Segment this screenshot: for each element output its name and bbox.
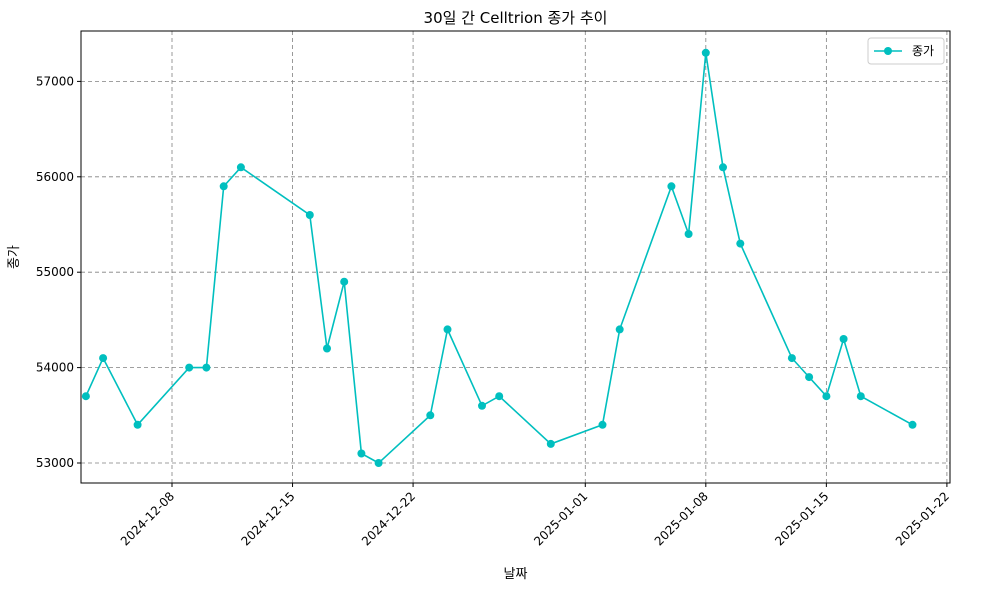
data-point	[684, 230, 693, 238]
legend-box	[867, 37, 945, 65]
data-point	[374, 459, 383, 467]
data-point	[133, 420, 142, 429]
data-point	[426, 411, 435, 420]
y-tick-label: 54000	[36, 361, 74, 375]
x-tick-label: 2025-01-22	[893, 489, 952, 548]
data-point	[357, 449, 366, 458]
x-tick-label: 2024-12-15	[238, 489, 297, 548]
x-tick-label: 2025-01-15	[772, 489, 831, 548]
data-point	[185, 363, 194, 372]
data-point	[856, 392, 865, 401]
legend-label: 종가	[912, 44, 934, 58]
data-point	[236, 163, 245, 172]
data-point	[495, 392, 504, 401]
data-point	[81, 392, 90, 401]
series-closing-price	[81, 48, 917, 467]
data-point	[787, 354, 796, 363]
data-point	[305, 211, 314, 219]
data-point	[615, 325, 624, 334]
data-point	[202, 363, 211, 372]
data-point	[701, 48, 710, 57]
x-tick-label: 2025-01-08	[652, 489, 711, 548]
x-axis-label: 날짜	[504, 567, 528, 582]
chart-title: 30일 간 Celltrion 종가 추이	[424, 9, 608, 27]
y-axis: 53000 54000 55000 56000 57000	[36, 74, 81, 470]
x-tick-label: 2024-12-08	[118, 489, 177, 548]
x-tick-label: 2024-12-22	[359, 489, 418, 548]
x-axis: 2024-12-08 2024-12-15 2024-12-22 2025-01-01…	[118, 483, 952, 548]
data-point	[822, 392, 831, 401]
series-line	[85, 52, 913, 464]
data-point	[340, 277, 349, 286]
data-point	[323, 344, 331, 353]
y-tick-label: 55000	[36, 265, 74, 279]
y-tick-label: 53000	[36, 456, 74, 470]
y-axis-label: 종가	[7, 245, 22, 269]
legend-marker-swatch	[884, 47, 892, 55]
plot-frame	[80, 30, 951, 484]
data-point	[99, 354, 108, 363]
data-point	[598, 420, 607, 429]
legend: 종가	[867, 37, 945, 65]
data-point	[839, 335, 848, 343]
data-point	[443, 325, 452, 334]
data-point	[719, 163, 727, 172]
y-tick-label: 56000	[36, 170, 74, 184]
grid	[81, 31, 950, 483]
data-point	[736, 239, 745, 248]
y-tick-label: 57000	[36, 74, 74, 88]
data-point	[478, 401, 486, 410]
data-point	[219, 182, 228, 191]
x-tick-label: 2025-01-01	[531, 489, 590, 548]
data-point	[546, 439, 555, 448]
data-point	[805, 373, 814, 382]
data-point	[908, 420, 917, 429]
data-point	[667, 182, 676, 191]
